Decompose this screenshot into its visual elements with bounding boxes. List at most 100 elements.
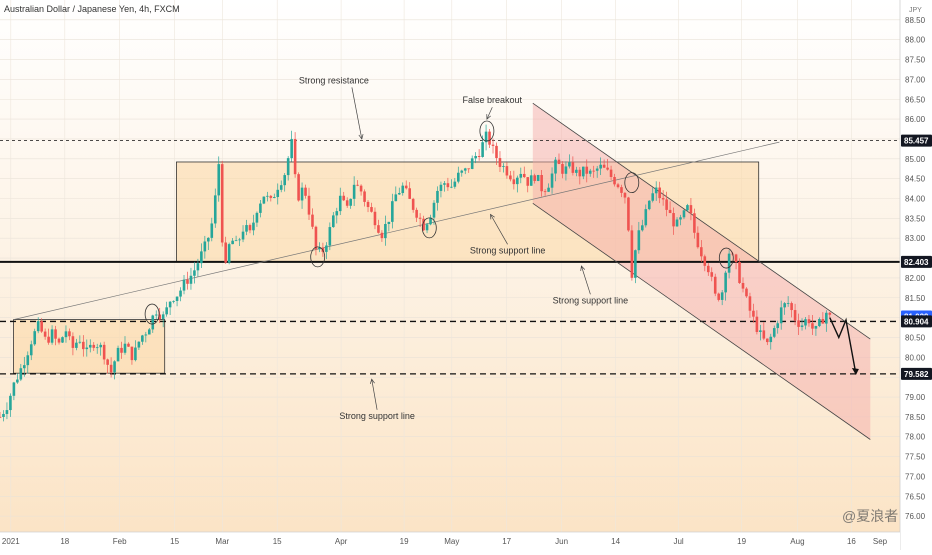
y-tick-label: 76.00	[905, 512, 926, 521]
candle-body	[484, 131, 488, 143]
candle-body	[477, 155, 481, 157]
candle-body	[43, 331, 47, 337]
x-tick-label: 17	[502, 537, 511, 546]
candle-body	[599, 164, 602, 169]
candle-body	[290, 139, 293, 159]
candle-body	[568, 162, 571, 167]
candle-body	[401, 185, 405, 194]
highlight-circle	[624, 172, 640, 194]
candle-body	[342, 195, 346, 201]
candle-body	[814, 326, 818, 329]
candle-body	[328, 227, 332, 246]
candle-body	[68, 331, 71, 337]
candle-body	[654, 187, 658, 194]
price-label: 85.457	[904, 137, 929, 146]
candle-body	[724, 272, 727, 293]
candle-body	[509, 175, 512, 180]
y-tick-label: 80.00	[905, 353, 926, 362]
descending-channel	[532, 103, 871, 440]
candle-body	[109, 364, 113, 373]
annotation-pointer	[371, 379, 378, 410]
candle-body	[561, 164, 564, 174]
candle-body	[491, 144, 495, 146]
y-tick-label: 88.50	[905, 16, 926, 25]
candle-body	[269, 195, 273, 198]
candle-body	[793, 310, 797, 321]
candle-body	[307, 195, 311, 215]
candle-body	[88, 344, 92, 348]
candle-body	[543, 191, 547, 193]
x-tick-label: 14	[611, 537, 620, 546]
rising-trendline	[13, 141, 780, 320]
candle-body	[189, 275, 193, 284]
candle-body	[248, 225, 252, 231]
candle-body	[595, 168, 599, 171]
candle-body	[474, 155, 477, 159]
candle-body	[790, 303, 793, 311]
candle-body	[175, 296, 179, 301]
price-label-box	[901, 255, 932, 268]
candle-body	[179, 290, 182, 297]
candle-body	[550, 173, 554, 188]
candle-body	[220, 164, 224, 243]
candle-body	[127, 343, 130, 347]
candle-body	[675, 219, 679, 227]
x-tick-label: Apr	[335, 537, 348, 546]
candle-body	[415, 209, 418, 218]
candle-body	[78, 341, 82, 343]
candle-body	[363, 191, 366, 202]
y-tick-label: 87.00	[905, 75, 926, 84]
candle-body	[779, 307, 783, 324]
candle-body	[245, 225, 248, 232]
price-label: 80.904	[904, 317, 929, 326]
candle-body	[706, 265, 710, 273]
highlight-circle	[421, 217, 437, 239]
candle-body	[147, 329, 151, 335]
candle-body	[554, 159, 557, 174]
candle-body	[210, 223, 214, 238]
candle-body	[391, 201, 394, 222]
trendlines	[13, 102, 871, 440]
candle-body	[200, 251, 203, 264]
candle-body	[158, 314, 162, 320]
candle-body	[196, 263, 200, 271]
candle-body	[769, 336, 773, 343]
candle-body	[154, 314, 158, 316]
x-tick-label: 18	[60, 537, 69, 546]
candle-body	[581, 166, 585, 177]
candle-body	[227, 244, 231, 263]
candle-body	[446, 183, 450, 188]
candle-body	[106, 359, 109, 365]
candle-body	[717, 293, 720, 300]
candle-body	[279, 185, 283, 190]
x-tick-label: 15	[170, 537, 179, 546]
candle-body	[120, 347, 123, 353]
candle-body	[606, 167, 609, 170]
candle-body	[75, 342, 78, 348]
candle-body	[262, 196, 266, 204]
candle-body	[130, 346, 134, 361]
candle-body	[575, 169, 578, 173]
candle-body	[394, 194, 398, 202]
x-tick-label: May	[444, 537, 459, 546]
currency-label: JPY	[909, 7, 922, 14]
candle-body	[286, 158, 290, 176]
candle-body	[9, 395, 12, 411]
candle-body	[64, 331, 68, 338]
candle-body	[23, 365, 26, 369]
candle-body	[116, 347, 120, 362]
y-tick-label: 79.00	[905, 393, 926, 402]
candle-body	[161, 314, 165, 320]
candle-body	[651, 193, 655, 201]
annotation-label: Strong resistance	[299, 75, 369, 85]
candle-body	[95, 347, 99, 349]
x-tick-label: 2021	[2, 537, 20, 546]
y-tick-label: 86.00	[905, 115, 926, 124]
candle-body	[318, 247, 321, 250]
candle-body	[366, 201, 370, 208]
candle-body	[564, 166, 568, 174]
